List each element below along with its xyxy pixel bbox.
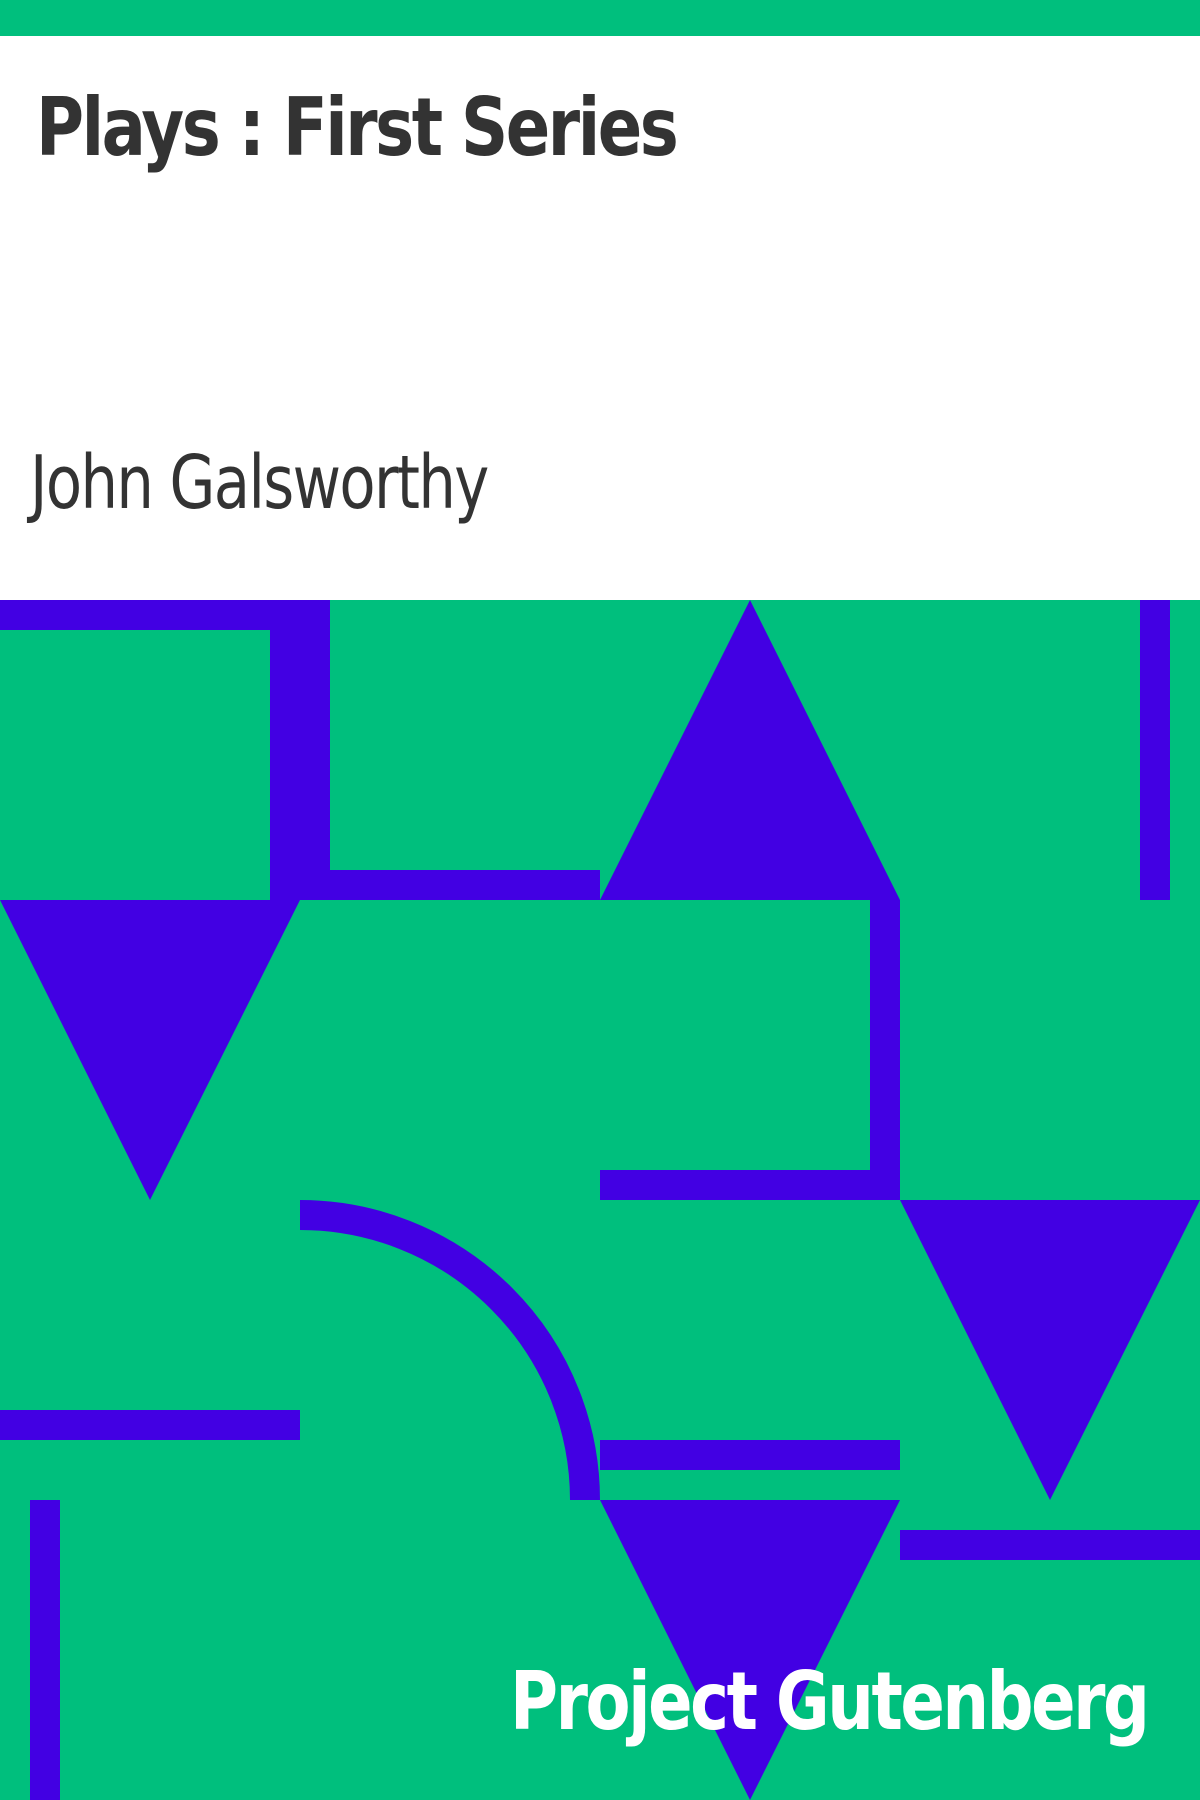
top-color-strip (0, 0, 1200, 36)
pattern-bar (870, 900, 900, 1200)
pattern-triangle-down (900, 1200, 1200, 1500)
pattern-triangle-down (0, 900, 300, 1200)
pattern-triangle-up (600, 600, 900, 900)
pattern-bar (1140, 600, 1170, 900)
pattern-bar (900, 1530, 1200, 1560)
pattern-bar (0, 1410, 300, 1440)
pattern-bar (270, 600, 330, 900)
book-author: John Galsworthy (30, 440, 489, 526)
pattern-bar (30, 1500, 60, 1800)
publisher-name: Project Gutenberg (510, 1655, 1150, 1748)
cover-art-pattern: Project Gutenberg (0, 600, 1200, 1800)
book-title: Plays : First Series (36, 81, 679, 174)
pattern-bar (600, 1440, 900, 1470)
pattern-bar (300, 870, 600, 900)
pattern-triangle-down (600, 1500, 900, 1800)
geometric-pattern (0, 600, 1200, 1800)
pattern-arc (299, 1200, 600, 1501)
pattern-bar (600, 1170, 900, 1200)
